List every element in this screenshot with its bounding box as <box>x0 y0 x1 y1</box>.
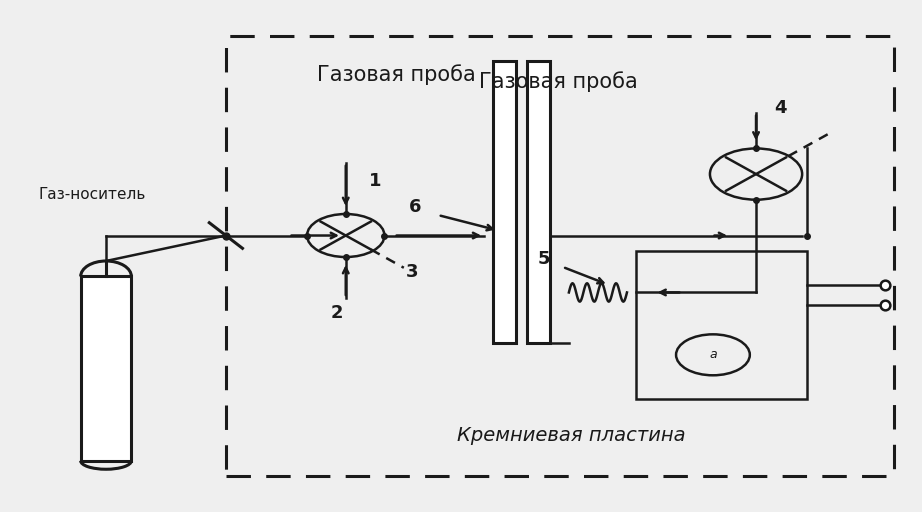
Text: Газовая проба: Газовая проба <box>317 64 476 84</box>
Bar <box>527 61 550 343</box>
Text: 6: 6 <box>408 198 421 217</box>
Text: Газовая проба: Газовая проба <box>479 72 638 92</box>
Text: 4: 4 <box>774 98 787 117</box>
Text: a: a <box>709 348 716 361</box>
Text: 3: 3 <box>406 263 418 281</box>
Text: Газ-носитель: Газ-носитель <box>39 187 146 202</box>
Bar <box>493 61 516 343</box>
Text: 1: 1 <box>369 172 382 190</box>
Bar <box>636 251 807 399</box>
Bar <box>81 276 131 461</box>
Text: 5: 5 <box>538 250 550 268</box>
Text: Кремниевая пластина: Кремниевая пластина <box>457 425 686 445</box>
Text: 2: 2 <box>330 304 343 323</box>
